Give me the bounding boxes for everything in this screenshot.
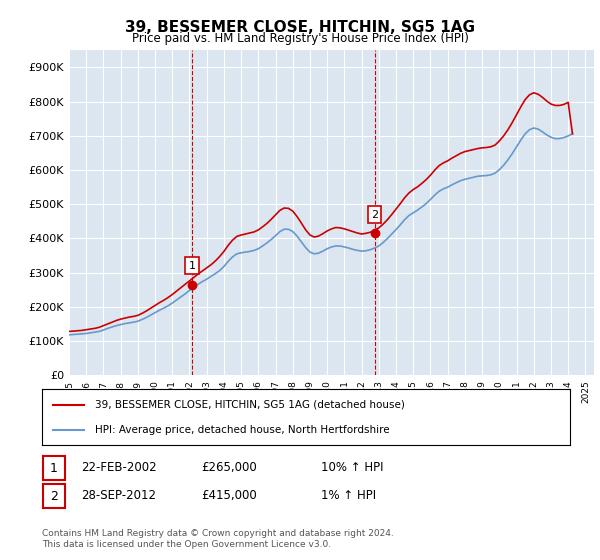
Text: 1: 1 xyxy=(50,461,58,475)
Text: 39, BESSEMER CLOSE, HITCHIN, SG5 1AG (detached house): 39, BESSEMER CLOSE, HITCHIN, SG5 1AG (de… xyxy=(95,400,404,410)
Text: 39, BESSEMER CLOSE, HITCHIN, SG5 1AG: 39, BESSEMER CLOSE, HITCHIN, SG5 1AG xyxy=(125,20,475,35)
Text: 28-SEP-2012: 28-SEP-2012 xyxy=(81,489,156,502)
Text: 22-FEB-2002: 22-FEB-2002 xyxy=(81,461,157,474)
Text: £415,000: £415,000 xyxy=(201,489,257,502)
Text: 2: 2 xyxy=(50,489,58,503)
Text: 2: 2 xyxy=(371,209,378,220)
Text: 1% ↑ HPI: 1% ↑ HPI xyxy=(321,489,376,502)
Text: Contains HM Land Registry data © Crown copyright and database right 2024.
This d: Contains HM Land Registry data © Crown c… xyxy=(42,529,394,549)
Text: 10% ↑ HPI: 10% ↑ HPI xyxy=(321,461,383,474)
Text: 1: 1 xyxy=(188,261,196,271)
Text: Price paid vs. HM Land Registry's House Price Index (HPI): Price paid vs. HM Land Registry's House … xyxy=(131,32,469,45)
Text: HPI: Average price, detached house, North Hertfordshire: HPI: Average price, detached house, Nort… xyxy=(95,424,389,435)
Text: £265,000: £265,000 xyxy=(201,461,257,474)
